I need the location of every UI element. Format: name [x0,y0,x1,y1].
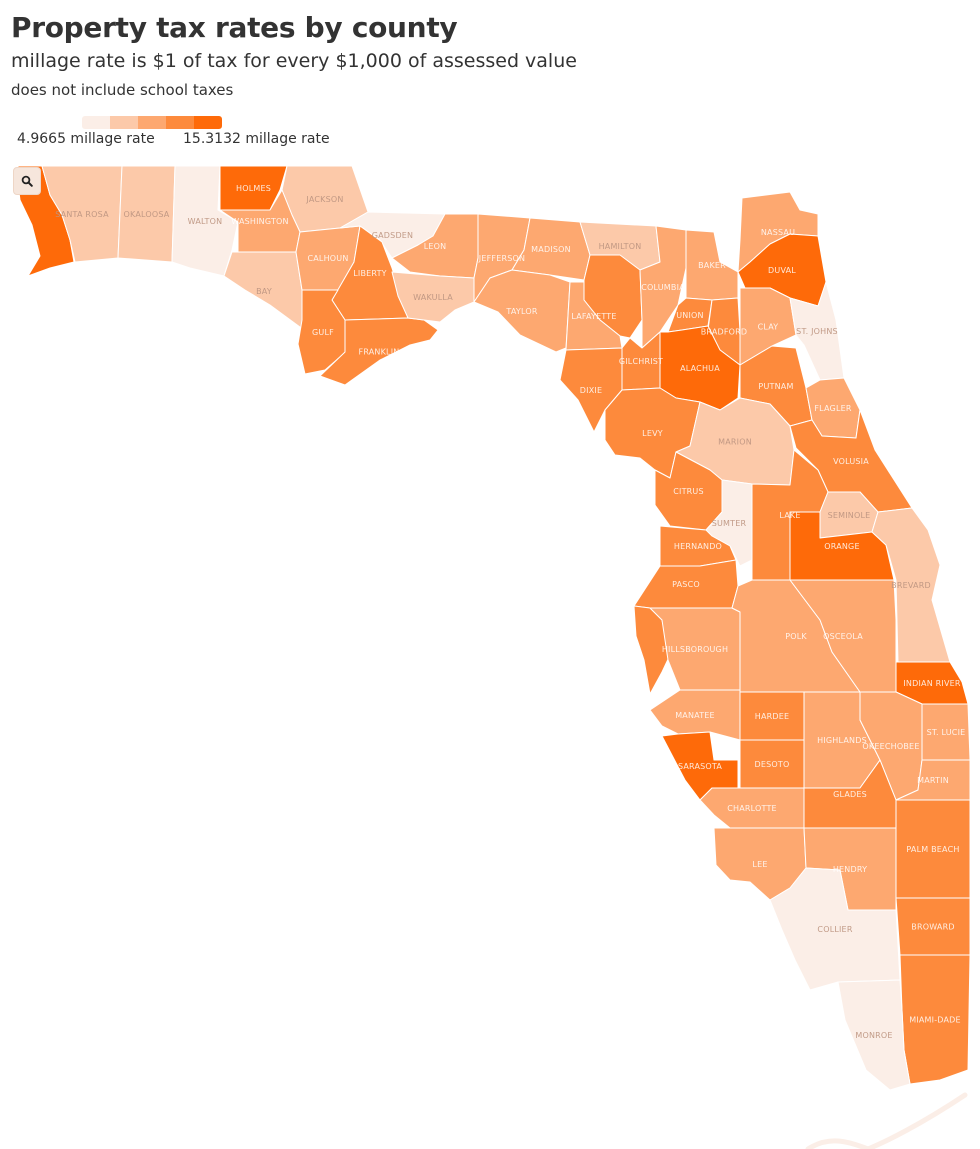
county-label: DIXIE [580,386,602,395]
county-label: HENDRY [833,865,867,874]
legend-swatch-4 [194,116,222,129]
map-header: Property tax rates by county millage rat… [11,8,577,100]
county-label: MARTIN [917,776,949,785]
county-label: COLLIER [817,925,852,934]
county-label: CLAY [758,323,779,332]
county-label: TAYLOR [505,307,537,316]
county-label: CHARLOTTE [727,804,777,813]
county-label: HIGHLANDS [817,736,867,745]
county-label: HILLSBOROUGH [662,645,728,654]
county-label: HAMILTON [599,242,642,251]
county-label: BAY [256,287,272,296]
county-label: MARION [718,438,752,447]
county-label: BREVARD [891,581,931,590]
county-label: HARDEE [755,712,790,721]
county-label: ST. JOHNS [796,327,838,336]
county-label: JEFFERSON [478,254,525,263]
zoom-search-button[interactable] [13,167,41,195]
county-label: NASSAU [761,228,795,237]
county-label: OKALOOSA [124,210,170,219]
county-label: INDIAN RIVER [903,679,961,688]
county-label: LAFAYETTE [571,312,616,321]
county-label: MANATEE [675,711,715,720]
county-label: SANTA ROSA [55,210,109,219]
county-label: MADISON [531,245,571,254]
county-label: POLK [785,632,807,641]
county-label: WAKULLA [413,293,453,302]
county-label: GULF [312,328,334,337]
county-label: BROWARD [911,923,954,932]
county-label: PASCO [672,580,700,589]
county-manatee[interactable] [649,689,741,741]
county-label: HERNANDO [674,542,722,551]
county-wakulla[interactable] [391,271,475,323]
county-label: GADSDEN [372,231,414,240]
county-label: LIBERTY [353,269,387,278]
county-label: PUTNAM [758,382,793,391]
county-label: VOLUSIA [833,457,869,466]
county-label: BRADFORD [701,328,748,337]
color-legend: 4.9665 millage rate 15.3132 millage rate [0,114,340,154]
county-label: WASHINGTON [231,217,288,226]
county-label: FLAGLER [814,404,851,413]
county-clay[interactable] [739,287,797,366]
county-label: COLUMBIA [641,283,685,292]
county-label: MIAMI-DADE [909,1016,961,1025]
legend-min-label: 4.9665 millage rate [17,131,155,147]
florida-keys [805,1092,968,1149]
county-label: ORANGE [824,542,859,551]
county-label: JACKSON [305,195,343,204]
county-label: SUMTER [712,519,747,528]
county-label: GILCHRIST [619,357,663,366]
legend-swatch-0 [82,116,110,129]
county-label: LEE [752,860,767,869]
county-label: OSCEOLA [823,632,863,641]
county-label: LEVY [642,429,663,438]
county-sarasota[interactable] [661,731,739,801]
county-label: ALACHUA [680,364,720,373]
county-label: UNION [676,311,703,320]
legend-swatch-2 [138,116,166,129]
map-title: Property tax rates by county [11,11,458,44]
county-collier[interactable] [769,867,901,991]
legend-swatches [82,116,222,129]
county-label-layer: SANTA ROSA OKALOOSA WALTON HOLMES JACKSON WAS… [55,184,965,1040]
county-label: MONROE [855,1031,892,1040]
search-icon [21,175,33,187]
map-subtitle: millage rate is $1 of tax for every $1,0… [11,50,577,72]
county-label: WALTON [188,217,223,226]
county-label: BAKER [698,261,726,270]
county-label: GLADES [833,790,867,799]
county-label: DESOTO [755,760,790,769]
county-label: ST. LUCIE [927,728,966,737]
county-label: OKEECHOBEE [862,742,919,751]
county-monroe[interactable] [837,979,911,1091]
legend-max-label: 15.3132 millage rate [183,131,330,147]
county-label: LEON [424,242,447,251]
legend-swatch-1 [110,116,138,129]
county-label: CITRUS [673,487,704,496]
county-label: SARASOTA [678,762,722,771]
county-label: CALHOUN [307,254,348,263]
county-label: HOLMES [236,184,271,193]
county-layer [17,165,971,1149]
county-label: SEMINOLE [828,511,871,520]
county-label: LAKE [779,511,800,520]
legend-swatch-3 [166,116,194,129]
county-label: FRANKLIN [359,348,400,357]
county-label: PALM BEACH [906,845,959,854]
county-label: DUVAL [768,266,796,275]
map-note: does not include school taxes [11,81,234,99]
county-walton[interactable] [171,165,239,277]
